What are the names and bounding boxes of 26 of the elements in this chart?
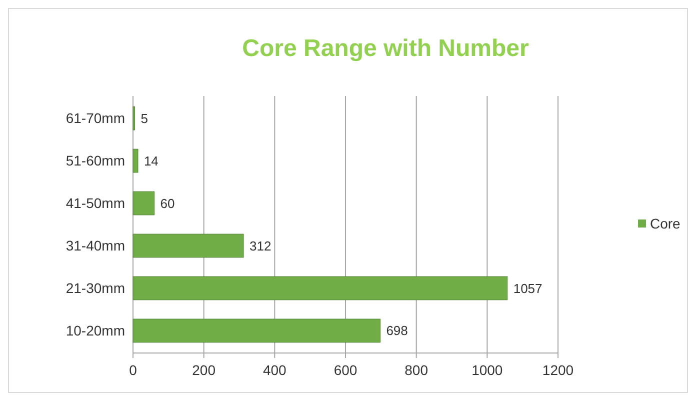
x-tick-label: 800 — [404, 362, 428, 378]
bar — [132, 191, 154, 216]
bar — [132, 276, 508, 300]
y-tick-label: 31-40mm — [66, 238, 125, 254]
data-label: 60 — [160, 196, 175, 211]
data-label: 14 — [144, 153, 158, 168]
x-tick-label: 600 — [334, 362, 358, 378]
data-label: 312 — [250, 238, 272, 254]
x-tick-label: 1200 — [542, 362, 574, 378]
bar — [132, 318, 380, 343]
y-tick-label: 51-60mm — [66, 152, 125, 169]
x-tick-label: 200 — [192, 362, 216, 378]
legend-label: Core — [650, 215, 681, 232]
data-label: 5 — [140, 110, 148, 126]
bar — [132, 148, 138, 173]
x-tick-label: 0 — [129, 362, 138, 378]
y-tick-label: 10-20mm — [66, 322, 125, 339]
y-tick-label: 21-30mm — [66, 280, 125, 296]
chart-title: Core Range with Number — [242, 35, 529, 62]
x-tick-label: 1000 — [472, 362, 503, 378]
y-tick-label: 41-50mm — [66, 195, 125, 212]
data-label: 698 — [386, 323, 408, 338]
x-tick-label: 400 — [262, 362, 287, 378]
y-tick-label: 61-70mm — [66, 110, 125, 126]
bar — [132, 234, 244, 258]
data-label: 1057 — [513, 280, 542, 296]
